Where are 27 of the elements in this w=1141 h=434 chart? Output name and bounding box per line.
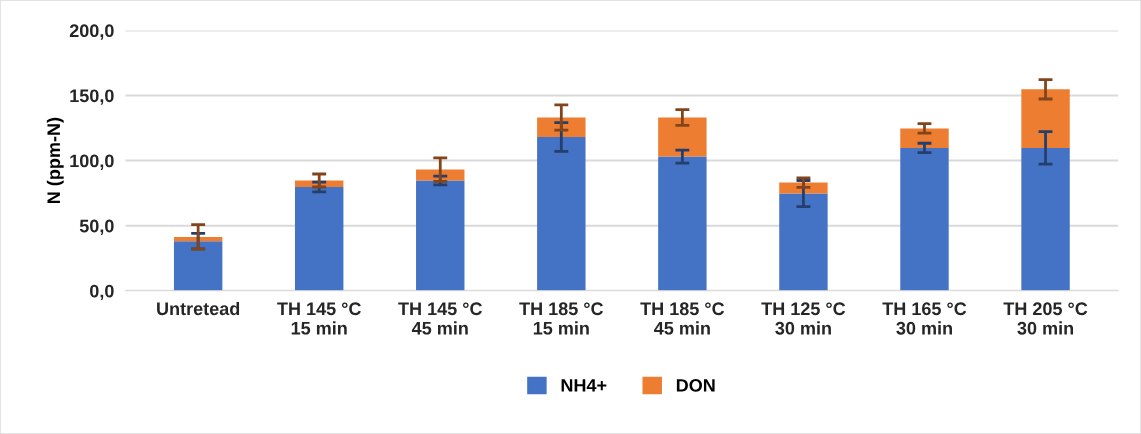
bar [1021, 89, 1070, 148]
x-tick-label: TH 205 °C 30 min [1003, 302, 1088, 335]
y-tick-label: 50,0 [79, 219, 114, 236]
bar [1021, 147, 1070, 291]
y-tick-label: 150,0 [70, 89, 114, 105]
x-tick-label: TH 145 °C 45 min [398, 302, 483, 335]
x-tick-label: TH 165 °C 30 min [882, 302, 967, 335]
legend-label: NH4+ [561, 379, 607, 392]
x-tick-label: TH 185 °C 45 min [640, 302, 725, 335]
bar [173, 241, 223, 291]
y-tick-label: 0,0 [90, 284, 114, 301]
bar [900, 128, 949, 148]
bar [537, 137, 586, 291]
y-tick-label: 100,0 [70, 154, 114, 170]
bar [779, 193, 828, 291]
legend-label: DON [676, 378, 715, 392]
x-tick-label: Untretead [157, 301, 240, 316]
x-tick-label: TH 145 °C 15 min [277, 302, 361, 335]
x-tick-label: TH 125 °C 30 min [761, 302, 846, 335]
y-tick-label: 200,0 [69, 24, 114, 40]
bar [900, 147, 949, 291]
bar [658, 156, 707, 291]
bar [658, 117, 707, 157]
bar [294, 187, 344, 291]
y-axis-title: N (ppm-N) [46, 117, 64, 203]
bar [416, 180, 465, 291]
x-tick-label: TH 185 °C 15 min [519, 302, 604, 335]
